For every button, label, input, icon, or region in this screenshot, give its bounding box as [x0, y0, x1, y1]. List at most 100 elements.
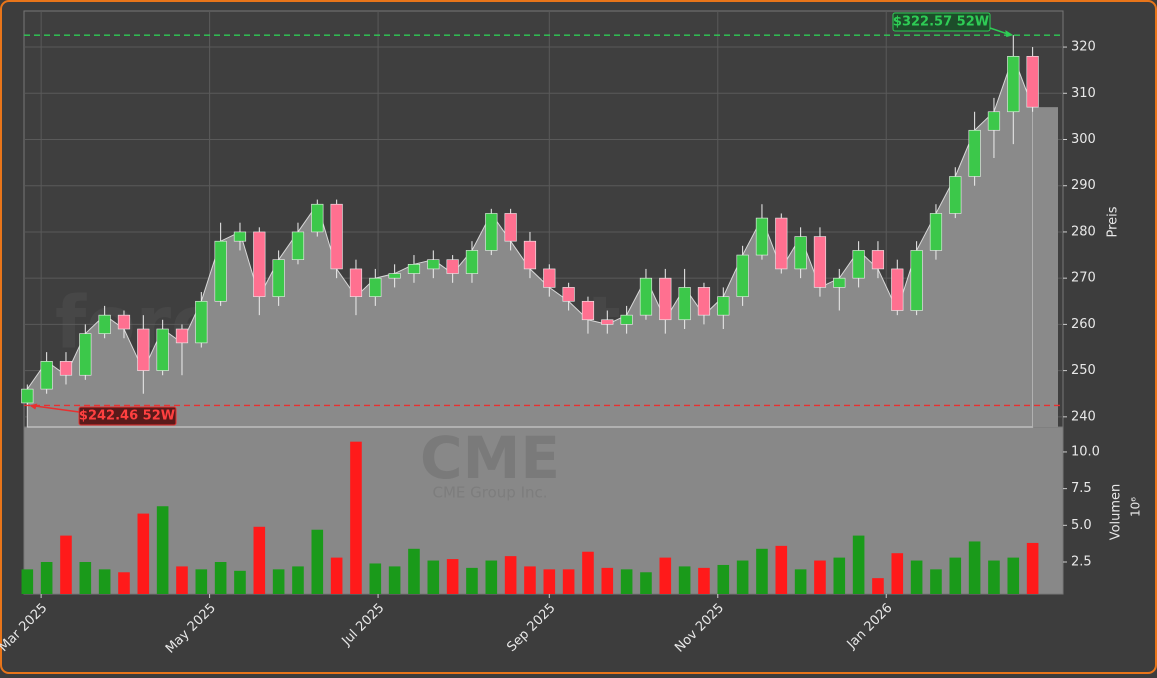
volume-bar [736, 560, 749, 594]
y2-tick-label: 7.5 [1071, 481, 1092, 496]
volume-bar [949, 557, 962, 594]
y-tick-label: 270 [1071, 271, 1096, 286]
volume-bar [234, 570, 246, 594]
candle-body [117, 314, 131, 330]
volume-bar [350, 441, 362, 594]
y-tick-label: 240 [1071, 409, 1096, 424]
candle-body [891, 268, 904, 311]
volume-bar [833, 557, 846, 594]
candle-body [427, 259, 440, 270]
y-tick-label: 260 [1071, 317, 1096, 332]
logo: CME [420, 424, 560, 492]
candle-body [736, 254, 749, 297]
candle-body [59, 361, 73, 376]
volume-bar [388, 566, 401, 594]
candle-body [755, 217, 769, 256]
candle-body [272, 259, 285, 297]
volume-bar [253, 526, 266, 594]
y2-tick-label: 5.0 [1071, 518, 1092, 533]
candle-body [175, 328, 189, 344]
volume-bar [756, 548, 768, 594]
volume-bar [930, 569, 942, 594]
volume-bar [852, 535, 865, 594]
volume-bar [272, 569, 285, 594]
y-tick-label: 250 [1071, 363, 1096, 378]
volume-bar [40, 562, 53, 594]
volume-bar [601, 567, 614, 594]
volume-bar [79, 562, 92, 594]
candle-body [485, 213, 498, 251]
volume-bar [292, 566, 304, 594]
candle-body [214, 240, 227, 302]
low-arrow [31, 404, 80, 413]
y-tick-label: 280 [1071, 224, 1096, 239]
volume-bar [214, 562, 227, 594]
volume-bar [485, 560, 498, 594]
candle-body [794, 236, 807, 270]
volume-bar [427, 560, 440, 594]
candle-body [833, 277, 846, 288]
y2-tick-label: 2.5 [1071, 555, 1092, 570]
candle-body [21, 388, 34, 404]
candle-body [407, 263, 421, 274]
volume-bar [311, 529, 324, 594]
candle-body [562, 287, 575, 302]
candle-body [910, 250, 923, 311]
volume-bar [1007, 557, 1020, 594]
candle-body [79, 333, 92, 376]
candle-body [871, 250, 885, 270]
candle-body [775, 217, 788, 270]
volume-bar [794, 569, 807, 594]
candle-body [40, 361, 53, 390]
candle-body [813, 236, 827, 288]
candle-body [195, 300, 208, 344]
low-arrowhead [29, 403, 38, 410]
candle-body [349, 268, 363, 297]
candle-body [639, 277, 653, 316]
candle-body [949, 176, 962, 214]
candle-body [253, 231, 266, 297]
volume-bar [446, 559, 459, 594]
volume-bar [195, 569, 208, 594]
candle-body [504, 213, 517, 242]
candle-body [678, 287, 691, 321]
high-label: $322.57 52W [893, 15, 989, 30]
volume-bar [98, 569, 111, 594]
y-tick-label: 310 [1071, 86, 1096, 101]
candle-body [987, 111, 1001, 131]
volume-bar [659, 557, 672, 594]
candle-body [233, 231, 247, 242]
volume-bar [775, 545, 788, 594]
volume-bar [698, 567, 710, 594]
volume-bar [910, 560, 923, 594]
volume-bar [562, 569, 575, 594]
candle-body [137, 328, 150, 371]
y-axis-label: Preis [1106, 206, 1121, 237]
candle-body [388, 273, 401, 279]
volume-bar [21, 569, 34, 594]
volume-bar [60, 535, 72, 594]
volume-bar [524, 566, 536, 594]
high-arrowhead [1005, 30, 1014, 38]
candle-body [543, 268, 556, 288]
y-tick-label: 320 [1071, 40, 1096, 55]
candle-body [620, 314, 633, 325]
candle-body [697, 287, 711, 316]
candle-body [1007, 55, 1020, 113]
candle-body [156, 328, 169, 371]
volume-bar [814, 560, 826, 594]
volume-bar [988, 560, 1000, 594]
volume-bar [620, 569, 633, 594]
volume-bar [408, 548, 420, 594]
logo-subtext: CME Group Inc. [432, 484, 547, 502]
candle-body [659, 277, 672, 321]
candle-body [369, 277, 382, 297]
volume-bar [582, 551, 594, 594]
volume-bar [1026, 542, 1039, 594]
volume-bar [369, 563, 382, 594]
candle-body [968, 129, 981, 177]
y2-axis-label: Volumen [1109, 484, 1124, 541]
candle-body [523, 240, 537, 270]
volume-bar [156, 506, 169, 594]
candle-body [717, 296, 730, 316]
